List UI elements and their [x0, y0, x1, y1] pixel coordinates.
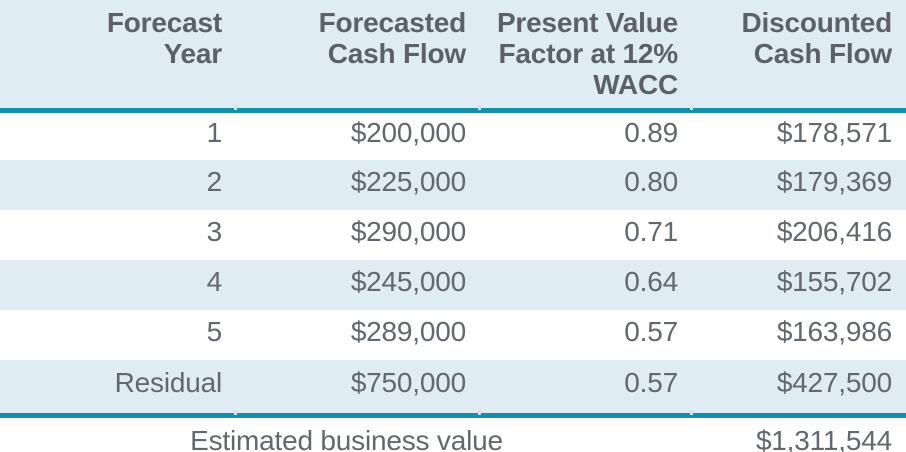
table-header: Forecast Year Forecasted Cash Flow Prese… [0, 0, 906, 113]
header-line: Forecasted [318, 7, 467, 38]
column-header-pv-factor: Present Value Factor at 12% WACC [480, 0, 692, 113]
header-line: Cash Flow [327, 38, 466, 69]
cell-forecast-year: 4 [0, 260, 236, 310]
cell-forecast-year: 2 [0, 160, 236, 210]
cell-forecasted-cash-flow: $245,000 [236, 260, 480, 310]
cell-forecast-year: 5 [0, 310, 236, 360]
header-line: Factor at 12% [498, 38, 679, 69]
cell-discounted-cash-flow: $206,416 [692, 210, 906, 260]
column-header-forecast-year: Forecast Year [0, 0, 236, 113]
cell-discounted-cash-flow: $179,369 [692, 160, 906, 210]
rule-gap [690, 105, 693, 110]
table-body: 1 $200,000 0.89 $178,571 2 $225,000 0.80… [0, 110, 906, 418]
table-row-year-3: 3 $290,000 0.71 $206,416 [0, 210, 906, 260]
cell-pv-factor: 0.89 [480, 110, 692, 160]
cell-forecast-year: Residual [0, 360, 236, 418]
cell-discounted-cash-flow: $163,986 [692, 310, 906, 360]
cell-pv-factor: 0.80 [480, 160, 692, 210]
cell-forecast-year: 3 [0, 210, 236, 260]
cell-pv-factor: 0.57 [480, 360, 692, 418]
rule-gap [478, 105, 481, 110]
footer-row: Estimated business value $1,311,544 [0, 415, 906, 452]
table-footer: Estimated business value $1,311,544 [0, 415, 906, 452]
cell-forecasted-cash-flow: $200,000 [236, 110, 480, 160]
header-line: Present Value [496, 7, 678, 38]
column-header-forecasted-cash-flow: Forecasted Cash Flow [236, 0, 480, 113]
table-row-year-4: 4 $245,000 0.64 $155,702 [0, 260, 906, 310]
table-row-residual: Residual $750,000 0.57 $427,500 [0, 360, 906, 418]
cell-pv-factor: 0.64 [480, 260, 692, 310]
cell-pv-factor: 0.71 [480, 210, 692, 260]
cell-forecast-year: 1 [0, 110, 236, 160]
table-row-year-5: 5 $289,000 0.57 $163,986 [0, 310, 906, 360]
estimated-business-value-amount: $1,311,544 [692, 415, 906, 452]
cell-discounted-cash-flow: $155,702 [692, 260, 906, 310]
table-row-year-2: 2 $225,000 0.80 $179,369 [0, 160, 906, 210]
cell-forecasted-cash-flow: $750,000 [236, 360, 480, 418]
rule-gap [690, 410, 693, 415]
rule-gap [234, 410, 237, 415]
cell-discounted-cash-flow: $427,500 [692, 360, 906, 418]
header-line: Year [163, 38, 223, 69]
cell-pv-factor: 0.57 [480, 310, 692, 360]
cell-discounted-cash-flow: $178,571 [692, 110, 906, 160]
header-line: Cash Flow [753, 38, 892, 69]
header-line: Discounted [741, 7, 893, 38]
header-row: Forecast Year Forecasted Cash Flow Prese… [0, 0, 906, 113]
rule-gap [478, 410, 481, 415]
header-line: WACC [593, 69, 678, 100]
cell-forecasted-cash-flow: $289,000 [236, 310, 480, 360]
column-header-discounted-cash-flow: Discounted Cash Flow [692, 0, 906, 113]
rule-gap [234, 105, 237, 110]
cell-forecasted-cash-flow: $290,000 [236, 210, 480, 260]
header-line: Forecast [106, 7, 222, 38]
estimated-business-value-label: Estimated business value [0, 415, 692, 452]
cell-forecasted-cash-flow: $225,000 [236, 160, 480, 210]
table-row-year-1: 1 $200,000 0.89 $178,571 [0, 110, 906, 160]
